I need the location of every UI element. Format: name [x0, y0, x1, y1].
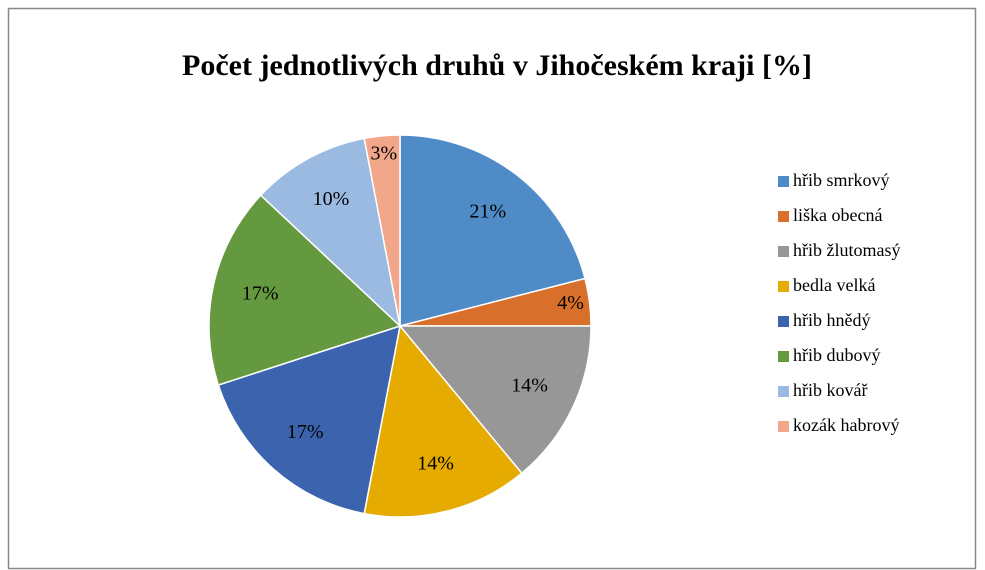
legend-label: hřib hnědý [793, 310, 870, 330]
pie-slice [398, 325, 592, 475]
data-label: 17% [242, 282, 279, 304]
data-label: 14% [511, 375, 548, 397]
pie-slice [208, 194, 402, 386]
data-label: 4% [557, 292, 584, 314]
data-label: 21% [469, 200, 506, 222]
chart-title: Počet jednotlivých druhů v Jihočeském kr… [182, 49, 812, 82]
legend-label: hřib dubový [793, 345, 881, 365]
legend-swatch [778, 176, 789, 187]
data-label: 3% [370, 142, 397, 164]
data-label: 10% [313, 188, 350, 210]
data-label: 17% [287, 421, 324, 443]
pie-slice [363, 324, 523, 518]
pie-slice [399, 134, 586, 327]
legend-swatch [778, 351, 789, 362]
legend-label: hřib žlutomasý [793, 240, 900, 260]
legend-label: bedla velká [793, 275, 875, 295]
legend-swatch [778, 211, 789, 222]
data-label: 14% [417, 452, 454, 474]
legend-swatch [778, 246, 789, 257]
pie-slice [363, 134, 401, 327]
legend-label: kozák habrový [793, 415, 899, 435]
pie-slice [259, 137, 402, 329]
legend-swatch [778, 316, 789, 327]
legend-swatch [778, 421, 789, 432]
legend-label: hřib smrkový [793, 170, 890, 190]
legend-swatch [778, 386, 789, 397]
legend-label: liška obecná [793, 205, 882, 225]
legend-swatch [778, 281, 789, 292]
legend-label: hřib kovář [793, 380, 867, 400]
pie-slice [217, 324, 401, 515]
